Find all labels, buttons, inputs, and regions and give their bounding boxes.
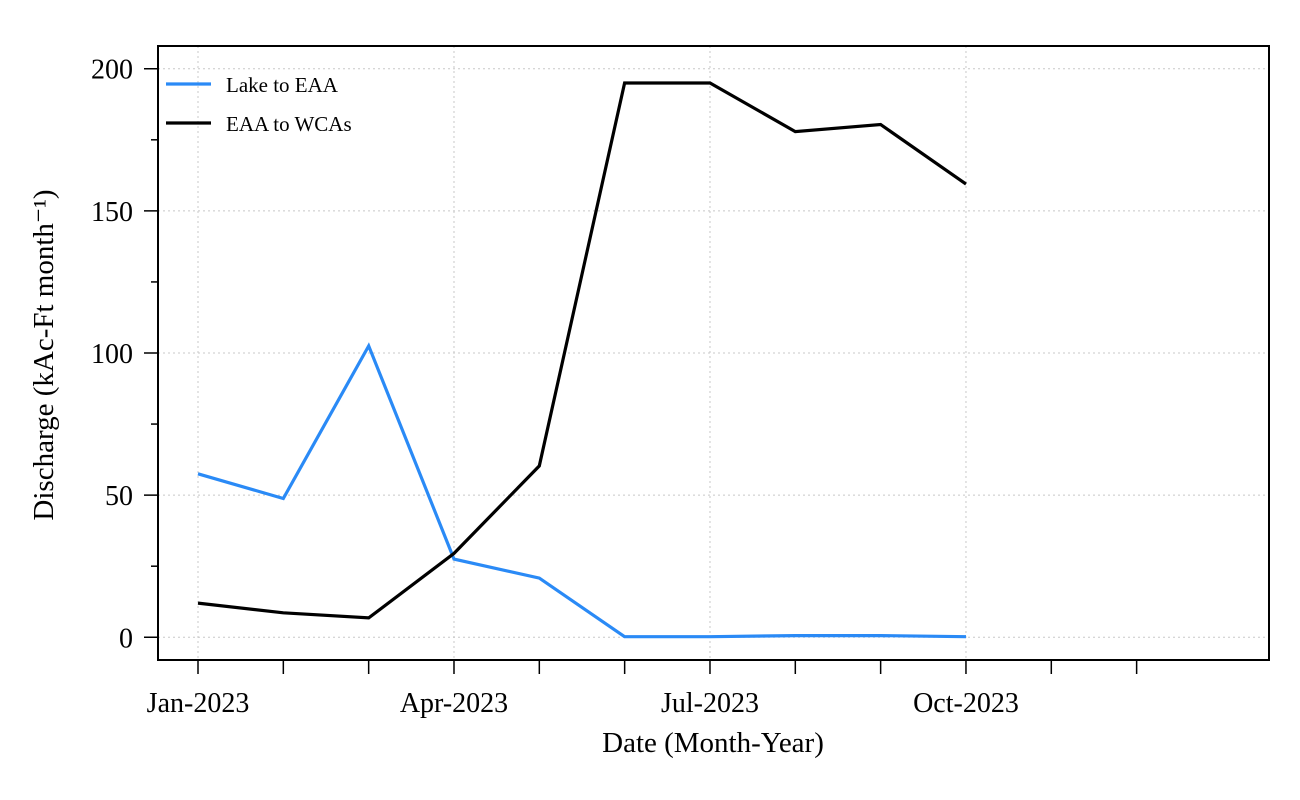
x-tick-label: Apr-2023 bbox=[400, 688, 508, 719]
y-axis-title: Discharge (kAc-Ft month⁻¹) bbox=[28, 189, 60, 520]
y-tick-label: 0 bbox=[119, 623, 133, 654]
series-lines bbox=[197, 81, 967, 639]
y-tick-label: 200 bbox=[91, 55, 133, 86]
series-line-1 bbox=[197, 342, 967, 639]
legend-label: EAA to WCAs bbox=[226, 112, 352, 136]
legend-label: Lake to EAA bbox=[226, 73, 339, 97]
y-tick-label: 100 bbox=[91, 339, 133, 370]
axis-ticks: 0 50 100 150 200 Jan-2023 Apr-2023 Jul-2023 Oct-… bbox=[91, 55, 1138, 719]
x-tick-label: Oct-2023 bbox=[913, 688, 1019, 719]
y-tick-label: 50 bbox=[105, 481, 133, 512]
x-axis-title: Date (Month-Year) bbox=[602, 727, 824, 759]
x-tick-label: Jan-2023 bbox=[147, 688, 250, 719]
legend: Lake to EAA EAA to WCAs bbox=[166, 73, 352, 136]
y-tick-label: 150 bbox=[91, 197, 133, 228]
series-line-2 bbox=[197, 81, 967, 620]
grid-lines bbox=[158, 46, 1269, 660]
x-tick-label: Jul-2023 bbox=[661, 688, 759, 719]
